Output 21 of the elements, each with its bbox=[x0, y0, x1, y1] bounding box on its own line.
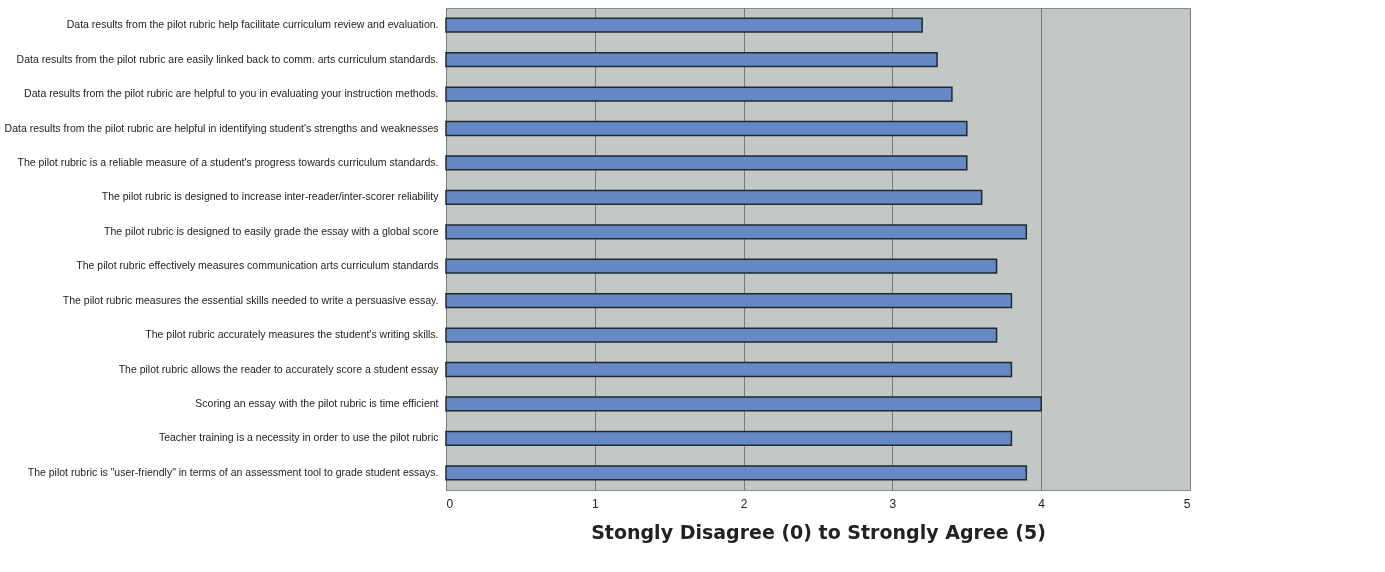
x-tick-label: 2 bbox=[740, 496, 748, 511]
y-tick-label: The pilot rubric effectively measures communication arts curriculum standards bbox=[76, 259, 439, 272]
y-tick-label: Data results from the pilot rubric help facilitate curriculum review and evaluation. bbox=[66, 18, 439, 31]
y-tick-label: The pilot rubric is designed to increase inter-reader/inter-scorer reliability bbox=[101, 190, 440, 203]
y-tick-label: The pilot rubric measures the essential skills needed to write a persuasive essay. bbox=[62, 293, 439, 306]
y-tick-label: The pilot rubric is "user-friendly" in terms of an assessment tool to grade student essays. bbox=[27, 465, 439, 478]
x-tick-label: 1 bbox=[591, 496, 599, 511]
x-tick-label: 5 bbox=[1183, 496, 1191, 511]
y-tick-label: Scoring an essay with the pilot rubric is time efficient bbox=[195, 396, 439, 409]
y-tick-label: The pilot rubric is designed to easily grade the essay with a global score bbox=[104, 224, 439, 237]
y-tick-label: The pilot rubric is a reliable measure of a student's progress towards curriculum standards. bbox=[17, 155, 439, 168]
x-tick-label: 3 bbox=[889, 496, 897, 511]
x-axis-title: Stongly Disagree (0) to Strongly Agree (5) bbox=[591, 520, 1046, 543]
y-tick-label: Data results from the pilot rubric are helpful in identifying student's strengths and weaknesses bbox=[4, 121, 439, 134]
y-tick-label: The pilot rubric allows the reader to accurately score a student essay bbox=[118, 362, 440, 375]
y-tick-label: Data results from the pilot rubric are helpful to you in evaluating your instruction methods. bbox=[24, 87, 439, 100]
y-tick-label: The pilot rubric accurately measures the student's writing skills. bbox=[145, 328, 439, 341]
x-tick-label: 4 bbox=[1038, 496, 1046, 511]
y-tick-label: Teacher training is a necessity in order to use the pilot rubric bbox=[158, 431, 439, 444]
x-tick-label: 0 bbox=[446, 496, 454, 511]
y-tick-label: Data results from the pilot rubric are easily linked back to comm. arts curriculum standards. bbox=[16, 52, 439, 65]
